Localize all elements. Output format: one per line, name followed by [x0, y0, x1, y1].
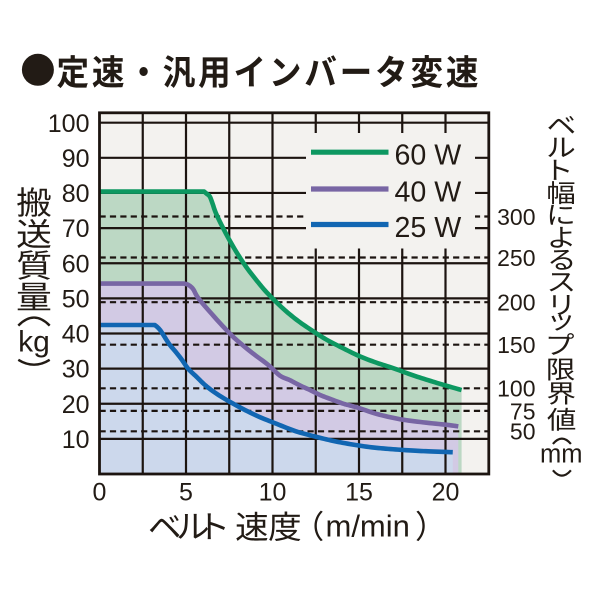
- svg-text:m/min: m/min: [326, 509, 410, 544]
- svg-text:40 W: 40 W: [395, 177, 462, 209]
- svg-text:20: 20: [432, 478, 460, 506]
- svg-text:300: 300: [497, 204, 535, 230]
- svg-text:60: 60: [62, 250, 90, 278]
- svg-text:30: 30: [62, 356, 90, 384]
- svg-text:0: 0: [93, 478, 107, 506]
- svg-text:100: 100: [497, 376, 535, 402]
- svg-text:50: 50: [510, 419, 536, 445]
- svg-text:5: 5: [179, 478, 193, 506]
- svg-text:40: 40: [62, 321, 90, 349]
- svg-text:250: 250: [497, 245, 535, 271]
- svg-text:100: 100: [48, 110, 90, 138]
- svg-text:200: 200: [497, 290, 535, 316]
- svg-text:kg: kg: [18, 325, 50, 358]
- svg-text:mm: mm: [540, 440, 582, 468]
- svg-text:25 W: 25 W: [395, 212, 462, 244]
- svg-text:10: 10: [62, 426, 90, 454]
- svg-text:20: 20: [62, 391, 90, 419]
- svg-text:15: 15: [345, 478, 373, 506]
- svg-text:75: 75: [510, 398, 536, 424]
- svg-text:10: 10: [259, 478, 287, 506]
- svg-text:70: 70: [62, 215, 90, 243]
- svg-text:60 W: 60 W: [395, 140, 462, 172]
- svg-text:80: 80: [62, 180, 90, 208]
- svg-text:50: 50: [62, 286, 90, 314]
- svg-text:90: 90: [62, 145, 90, 173]
- svg-text:150: 150: [497, 332, 535, 358]
